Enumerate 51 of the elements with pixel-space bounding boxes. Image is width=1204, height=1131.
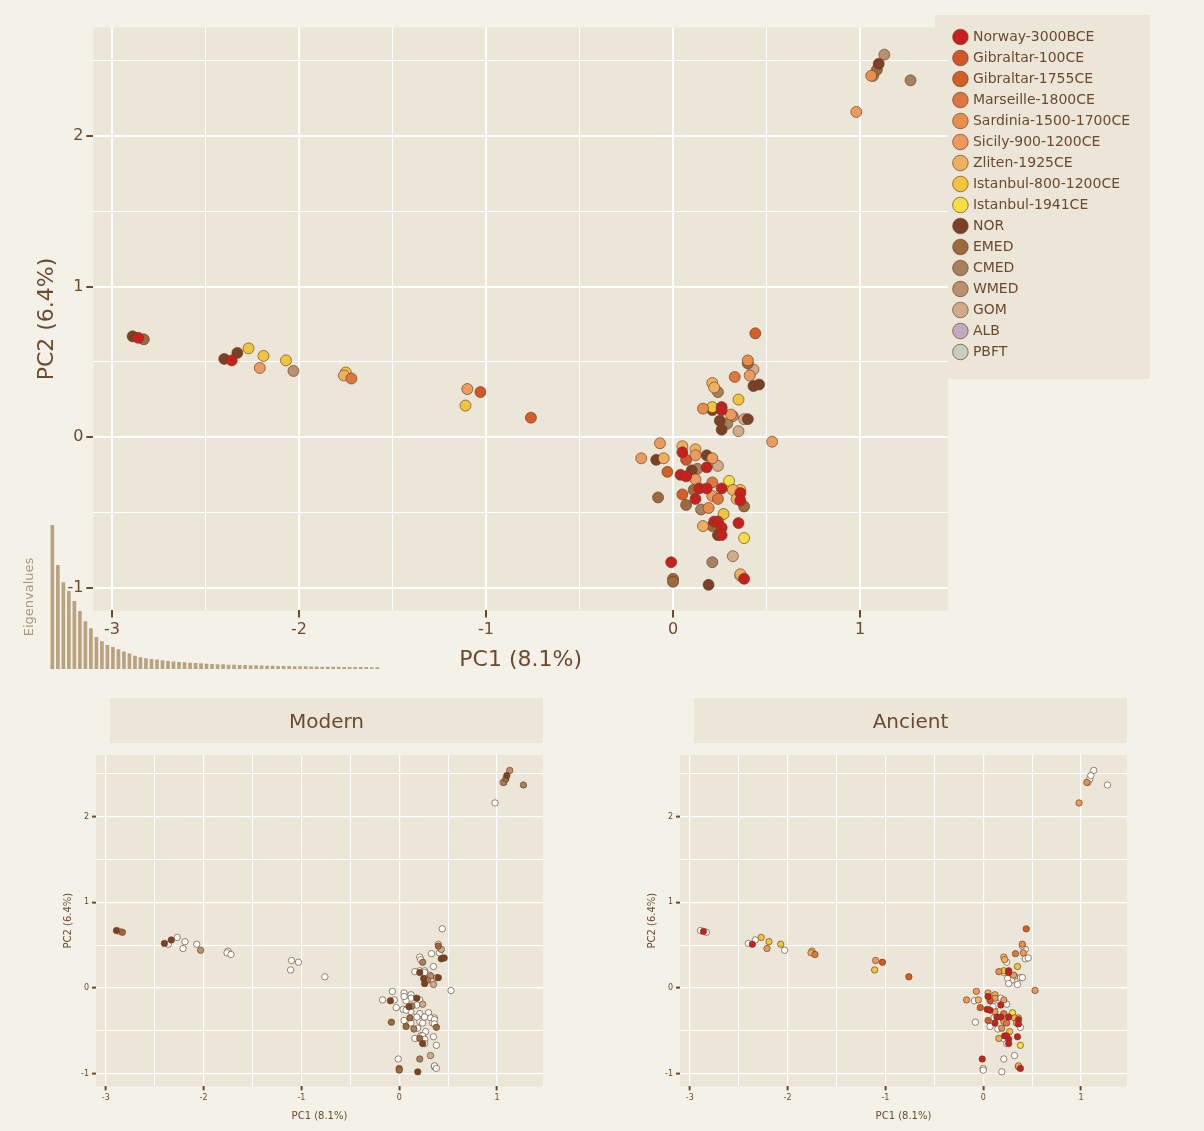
legend-label: Norway-3000BCE — [972, 27, 1095, 44]
y-tick-label: 0 — [73, 426, 84, 446]
chart-title: Ancient — [694, 698, 1127, 743]
x-tick-label: 1 — [854, 619, 866, 639]
x-tick-label: -1 — [297, 1093, 306, 1103]
y-tick-label: 1 — [83, 897, 89, 907]
y-tick-label: -1 — [80, 1068, 89, 1078]
x-tick-label: 1 — [494, 1093, 500, 1103]
y-tick-label: 1 — [667, 897, 673, 907]
y-axis-title: PC2 (6.4%) — [32, 257, 58, 381]
legend-label: WMED — [972, 279, 1019, 296]
y-axis-title: PC2 (6.4%) — [645, 892, 657, 949]
legend-label: PBFT — [972, 342, 1008, 359]
x-tick-label: -3 — [685, 1093, 694, 1103]
chart-title: Modern — [110, 698, 543, 743]
x-axis-title: PC1 (8.1%) — [459, 645, 582, 671]
legend-label: ALB — [972, 321, 1000, 338]
x-tick-label: -2 — [783, 1093, 792, 1103]
legend-label: Zliten-1925CE — [972, 153, 1073, 170]
x-tick-label: -3 — [101, 1093, 110, 1103]
legend-label: NOR — [972, 216, 1005, 233]
x-tick-label: 1 — [1078, 1093, 1084, 1103]
x-axis-title: PC1 (8.1%) — [291, 1109, 348, 1121]
x-tick-label: 0 — [396, 1093, 402, 1103]
legend-label: CMED — [972, 258, 1015, 275]
legend-label: GOM — [972, 300, 1007, 317]
x-tick-label: -2 — [199, 1093, 208, 1103]
y-tick-label: 0 — [667, 983, 673, 992]
y-tick-label: 2 — [73, 125, 84, 145]
legend-label: Istanbul-800-1200CE — [972, 174, 1121, 191]
legend-label: Sardinia-1500-1700CE — [972, 111, 1130, 128]
y-tick-label: -1 — [664, 1068, 673, 1078]
x-tick-label: -2 — [291, 619, 308, 639]
y-tick-label: 1 — [73, 275, 84, 295]
y-tick-label: -1 — [67, 576, 84, 596]
y-tick-label: 0 — [83, 983, 89, 992]
legend-label: Gibraltar-100CE — [972, 48, 1085, 65]
x-tick-label: 0 — [980, 1093, 986, 1103]
legend-label: EMED — [972, 237, 1014, 254]
legend-label: Marseille-1800CE — [972, 90, 1095, 107]
y-tick-label: 2 — [667, 811, 673, 821]
y-axis-title: PC2 (6.4%) — [61, 892, 73, 949]
legend-label: Sicily-900-1200CE — [972, 132, 1101, 149]
y-axis-title: Eigenvalues — [21, 557, 37, 637]
legend-label: Istanbul-1941CE — [972, 195, 1089, 212]
legend-label: Gibraltar-1755CE — [972, 69, 1094, 86]
x-tick-label: -1 — [881, 1093, 890, 1103]
x-tick-label: -3 — [104, 619, 121, 639]
y-tick-label: 2 — [83, 811, 89, 821]
x-axis-title: PC1 (8.1%) — [875, 1109, 932, 1121]
x-tick-label: -1 — [478, 619, 495, 639]
